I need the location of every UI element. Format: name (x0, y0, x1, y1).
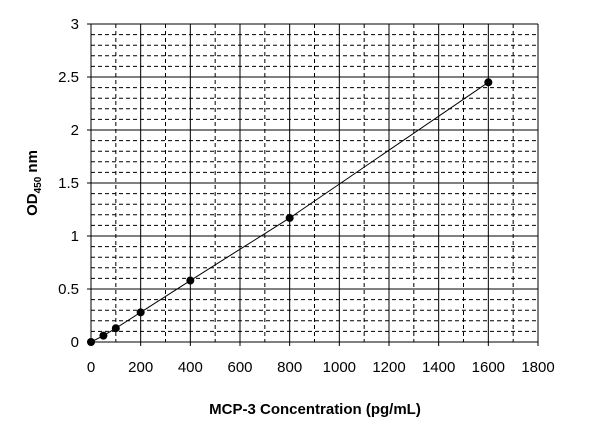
data-point (87, 338, 95, 346)
x-tick-label: 0 (87, 359, 95, 376)
x-tick-label: 1400 (422, 359, 455, 376)
y-tick-labels: 0 0.5 1 1.5 2 2.5 3 (58, 16, 79, 351)
y-tick-label: 3 (71, 16, 79, 33)
x-tick-label: 200 (128, 359, 153, 376)
series (87, 78, 493, 346)
x-tick-label: 1800 (521, 359, 554, 376)
x-axis-label: MCP-3 Concentration (pg/mL) (209, 401, 421, 418)
data-point (484, 78, 493, 87)
x-tick-label: 1000 (323, 359, 356, 376)
x-tick-label: 800 (277, 359, 302, 376)
data-point (186, 276, 195, 285)
data-point (136, 308, 145, 317)
x-tick-labels: 0 200 400 600 800 1000 1200 1400 1600 1800 (87, 359, 555, 376)
data-point (99, 331, 108, 340)
data-point (111, 324, 120, 333)
data-point (285, 213, 294, 222)
y-tick-label: 1.5 (58, 175, 79, 192)
y-tick-label: 0 (71, 334, 79, 351)
x-tick-label: 600 (227, 359, 252, 376)
y-tick-label: 2.5 (58, 69, 79, 86)
grid (87, 23, 539, 346)
y-tick-label: 2 (71, 122, 79, 139)
x-tick-label: 400 (178, 359, 203, 376)
y-tick-label: 0.5 (58, 281, 79, 298)
x-tick-label: 1200 (372, 359, 405, 376)
y-axis-label: OD450 nm (24, 150, 44, 216)
y-tick-label: 1 (71, 228, 79, 245)
x-tick-label: 1600 (472, 359, 505, 376)
